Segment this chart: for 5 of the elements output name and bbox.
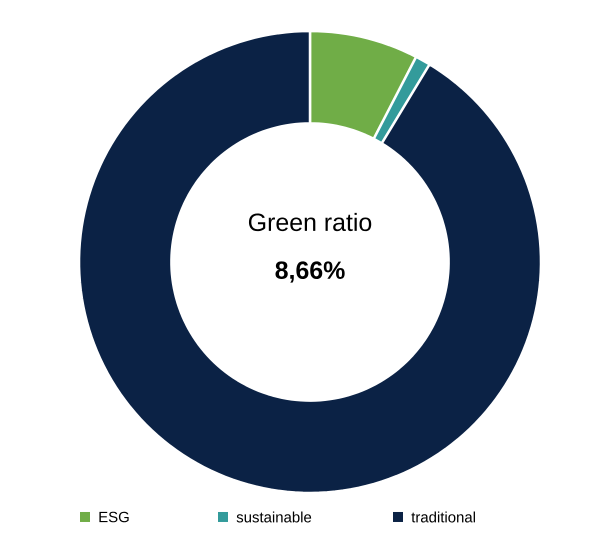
text: Green ratio: [248, 212, 372, 232]
text: 8,66%: [275, 261, 345, 283]
legend-label: ESG: [99, 512, 129, 522]
legend-label: traditional: [411, 511, 475, 522]
legend-label: sustainable: [236, 511, 312, 522]
